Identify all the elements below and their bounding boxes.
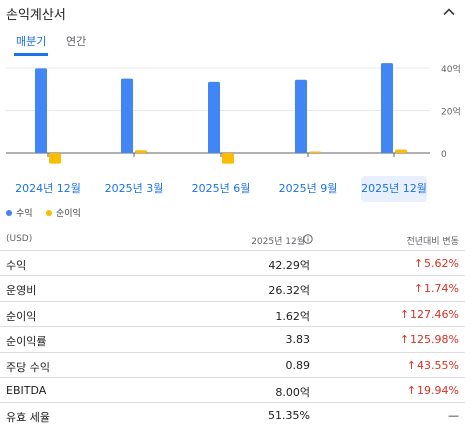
- arrow-up-icon: ↑: [399, 307, 410, 321]
- chevron-up-icon[interactable]: [441, 4, 457, 20]
- row-change-value: 43.55%: [417, 358, 459, 372]
- table-row: 수익 42.29억 ↑5.62%: [0, 250, 465, 275]
- legend-dot-icon: [46, 210, 52, 216]
- legend-item: 수익: [6, 206, 33, 219]
- row-label: 순이익률: [6, 335, 47, 349]
- row-change: —: [448, 409, 459, 422]
- period-type-tabs: 매분기 연간: [0, 34, 200, 58]
- row-value: 1.62억: [275, 309, 310, 323]
- table-row: 순이익률 3.83 ↑125.98%: [0, 326, 465, 351]
- y-tick-label: 0: [441, 150, 447, 160]
- arrow-up-icon: ↑: [406, 358, 417, 372]
- revenue-netincome-chart: 40억 20억 0: [0, 56, 465, 206]
- row-change-value: 1.74%: [424, 282, 459, 296]
- period-button[interactable]: 2025년 6월: [191, 182, 251, 195]
- legend-dot-icon: [6, 210, 12, 216]
- tab-annual[interactable]: 연간: [66, 35, 87, 48]
- period-selector: 2024년 12월 2025년 3월 2025년 6월 2025년 9월 2025년 1…: [0, 176, 440, 202]
- info-icon[interactable]: [303, 234, 313, 244]
- table-row: 운영비 26.32억 ↑1.74%: [0, 275, 465, 300]
- revenue-bar[interactable]: [381, 63, 393, 153]
- row-change-value: 125.98%: [410, 333, 459, 347]
- period-button[interactable]: 2025년 3월: [104, 182, 164, 195]
- row-label: 유효 세율: [6, 411, 50, 425]
- row-value: 51.35%: [268, 409, 310, 423]
- row-change-value: 19.94%: [417, 383, 459, 397]
- row-label: 순이익: [6, 309, 37, 323]
- unit-label: (USD): [6, 234, 33, 244]
- row-change-value: 127.46%: [410, 307, 459, 321]
- period-button[interactable]: 2025년 9월: [278, 182, 338, 195]
- revenue-bar[interactable]: [295, 79, 307, 153]
- row-value: 26.32억: [268, 284, 310, 298]
- row-label: 수익: [6, 259, 27, 272]
- arrow-up-icon: ↑: [399, 333, 410, 347]
- row-value: 42.29억: [268, 259, 310, 272]
- column-change-header: 전년대비 변동: [406, 237, 459, 247]
- row-label: 주당 수익: [6, 360, 50, 374]
- y-tick-label: 20억: [441, 106, 461, 118]
- tab-quarterly[interactable]: 매분기: [14, 34, 49, 56]
- row-label: 운영비: [6, 284, 37, 298]
- row-change: ↑5.62%: [414, 257, 459, 270]
- table-header: (USD) 2025년 12월 전년대비 변동: [0, 228, 465, 250]
- row-change-value: —: [448, 409, 459, 423]
- table-row: 순이익 1.62억 ↑127.46%: [0, 300, 465, 326]
- row-value: 3.83: [285, 333, 311, 347]
- net-income-bar[interactable]: [135, 150, 147, 153]
- table-row: 유효 세율 51.35% —: [0, 402, 465, 427]
- income-statement-header: 손익계산서: [0, 0, 465, 26]
- revenue-bar[interactable]: [121, 78, 133, 153]
- y-tick-label: 40억: [441, 63, 461, 75]
- arrow-up-icon: ↑: [413, 282, 424, 296]
- net-income-bar[interactable]: [222, 153, 234, 164]
- table-row: EBITDA 8.00억 ↑19.94%: [0, 376, 465, 402]
- row-value: 0.89: [285, 358, 311, 372]
- chart-svg: 40억 20억 0: [6, 63, 461, 164]
- legend-label: 순이익: [56, 209, 81, 219]
- table-row: 주당 수익 0.89 ↑43.55%: [0, 351, 465, 377]
- row-value: 8.00억: [275, 385, 310, 399]
- legend-item: 순이익: [46, 206, 81, 219]
- arrow-up-icon: ↑: [406, 383, 417, 397]
- revenue-bar[interactable]: [208, 81, 220, 153]
- net-income-bar[interactable]: [49, 153, 61, 164]
- row-change: ↑19.94%: [407, 384, 459, 397]
- net-income-bar[interactable]: [395, 149, 407, 153]
- row-change: ↑43.55%: [407, 359, 459, 372]
- period-button[interactable]: 2025년 12월: [361, 176, 427, 202]
- row-change: ↑1.74%: [414, 282, 459, 295]
- row-change: ↑125.98%: [400, 333, 459, 346]
- column-value-header: 2025년 12월: [251, 237, 305, 247]
- period-button[interactable]: 2024년 12월: [15, 182, 81, 195]
- legend-label: 수익: [16, 209, 33, 219]
- revenue-bar[interactable]: [35, 68, 47, 153]
- row-label: EBITDA: [6, 383, 47, 397]
- arrow-up-icon: ↑: [413, 257, 424, 270]
- income-table: (USD) 2025년 12월 전년대비 변동 수익 42.29억 ↑5.62% 운영…: [0, 228, 465, 428]
- net-income-bar[interactable]: [309, 151, 321, 154]
- section-title: 손익계산서: [6, 8, 66, 23]
- row-change: ↑127.46%: [400, 308, 459, 321]
- row-change-value: 5.62%: [424, 257, 459, 270]
